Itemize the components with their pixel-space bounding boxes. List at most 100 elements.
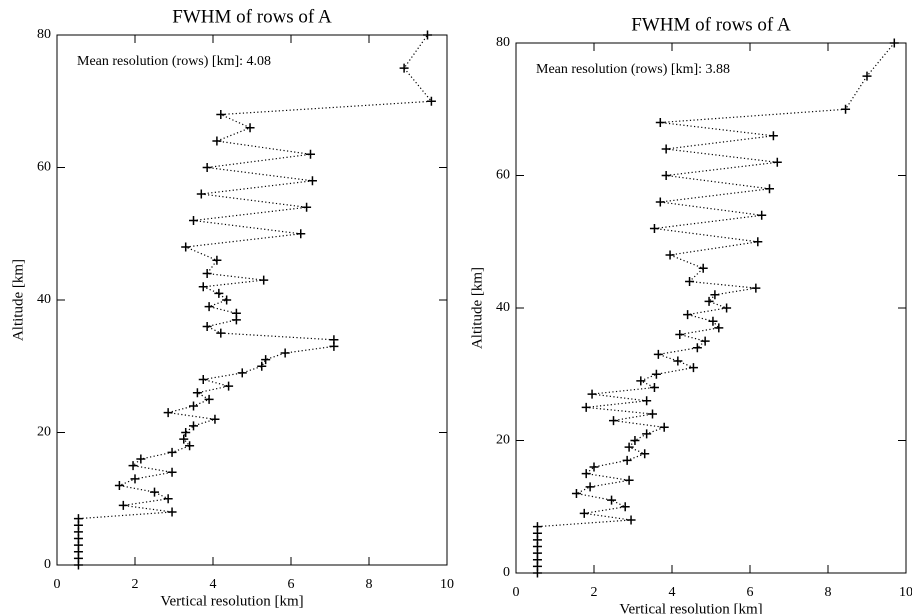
data-point	[673, 356, 683, 366]
data-point	[626, 515, 636, 525]
y-tick-label: 60	[37, 160, 51, 175]
data-point	[624, 475, 634, 485]
x-tick-label: 10	[899, 585, 912, 600]
data-point	[661, 144, 671, 154]
data-point	[163, 408, 173, 418]
data-point	[532, 522, 542, 532]
x-tick-label: 4	[210, 577, 217, 592]
chart-title: FWHM of rows of A	[631, 14, 791, 35]
x-tick-label: 4	[669, 585, 676, 600]
data-point	[630, 436, 640, 445]
data-point	[167, 447, 177, 457]
y-tick-label: 60	[496, 168, 510, 183]
data-point	[698, 263, 708, 273]
data-point	[202, 322, 212, 331]
data-point	[196, 189, 206, 199]
data-point	[163, 494, 173, 504]
data-point	[620, 502, 630, 512]
data-point	[649, 383, 659, 392]
y-tick-label: 0	[44, 557, 51, 572]
data-point	[237, 368, 247, 378]
data-point	[710, 290, 720, 300]
data-point	[714, 323, 724, 333]
data-point	[426, 96, 436, 106]
data-point	[889, 38, 899, 48]
data-point	[167, 467, 177, 477]
data-point	[189, 421, 198, 431]
y-tick-label: 80	[496, 35, 510, 50]
data-point	[261, 355, 271, 365]
data-point	[167, 507, 177, 517]
data-point	[130, 474, 140, 484]
data-point	[307, 176, 317, 186]
data-point	[192, 388, 202, 398]
data-point	[114, 481, 124, 490]
data-point	[765, 184, 774, 194]
data-line	[536, 42, 895, 573]
data-point	[624, 442, 634, 452]
plot: 0 2 4 6 8 10 0 20 40 60 80 FWHM of rows of A Mean re…	[10, 6, 454, 609]
x-tick-label: 0	[513, 585, 520, 600]
x-axis-label: Vertical resolution [km]	[160, 593, 303, 609]
data-point	[399, 63, 409, 73]
data-point	[189, 216, 198, 225]
data-point	[136, 454, 146, 464]
data-point	[296, 229, 306, 239]
chart-title: FWHM of rows of A	[172, 6, 332, 27]
data-point	[753, 237, 763, 247]
data-point	[585, 482, 595, 492]
x-tick-label: 10	[440, 577, 454, 592]
data-point	[224, 381, 234, 391]
data-point	[685, 277, 695, 286]
data-point	[214, 288, 224, 298]
data-point	[700, 336, 710, 346]
data-point	[648, 409, 657, 419]
data-point	[609, 416, 618, 426]
data-point	[692, 343, 702, 353]
data-point	[204, 302, 214, 312]
data-point	[581, 469, 591, 479]
data-point	[423, 30, 432, 40]
data-point	[659, 422, 669, 432]
data-point	[655, 197, 665, 207]
data-point	[704, 296, 714, 306]
y-tick-label: 40	[496, 300, 510, 315]
data-point	[198, 282, 208, 292]
data-point	[329, 335, 339, 345]
data-point	[841, 104, 851, 114]
data-point	[245, 123, 255, 133]
data-point	[642, 396, 652, 406]
data-point	[73, 514, 83, 524]
data-point	[579, 508, 589, 518]
y-tick-label: 0	[503, 565, 510, 580]
data-point	[189, 401, 198, 411]
data-point	[642, 429, 652, 439]
data-point	[571, 489, 581, 498]
data-point	[587, 389, 597, 399]
data-point	[128, 461, 138, 471]
x-tick-label: 2	[591, 585, 598, 600]
data-point	[757, 210, 767, 220]
data-point	[212, 136, 222, 146]
y-tick-label: 80	[37, 27, 51, 42]
data-point	[649, 224, 659, 233]
data-point	[185, 441, 195, 451]
x-axis-label: Vertical resolution [km]	[619, 601, 762, 614]
data-point	[688, 363, 698, 373]
data-point	[651, 369, 661, 379]
x-tick-label: 6	[288, 577, 295, 592]
x-tick-label: 0	[54, 577, 61, 592]
data-point	[722, 303, 732, 313]
data-point	[280, 348, 290, 358]
data-point	[302, 202, 312, 212]
data-point	[202, 269, 212, 278]
data-point	[665, 250, 675, 260]
data-point	[581, 402, 591, 412]
data-point	[150, 487, 159, 497]
x-tick-label: 8	[366, 577, 373, 592]
data-point	[683, 310, 693, 320]
data-point	[118, 500, 128, 510]
data-point	[216, 110, 226, 119]
